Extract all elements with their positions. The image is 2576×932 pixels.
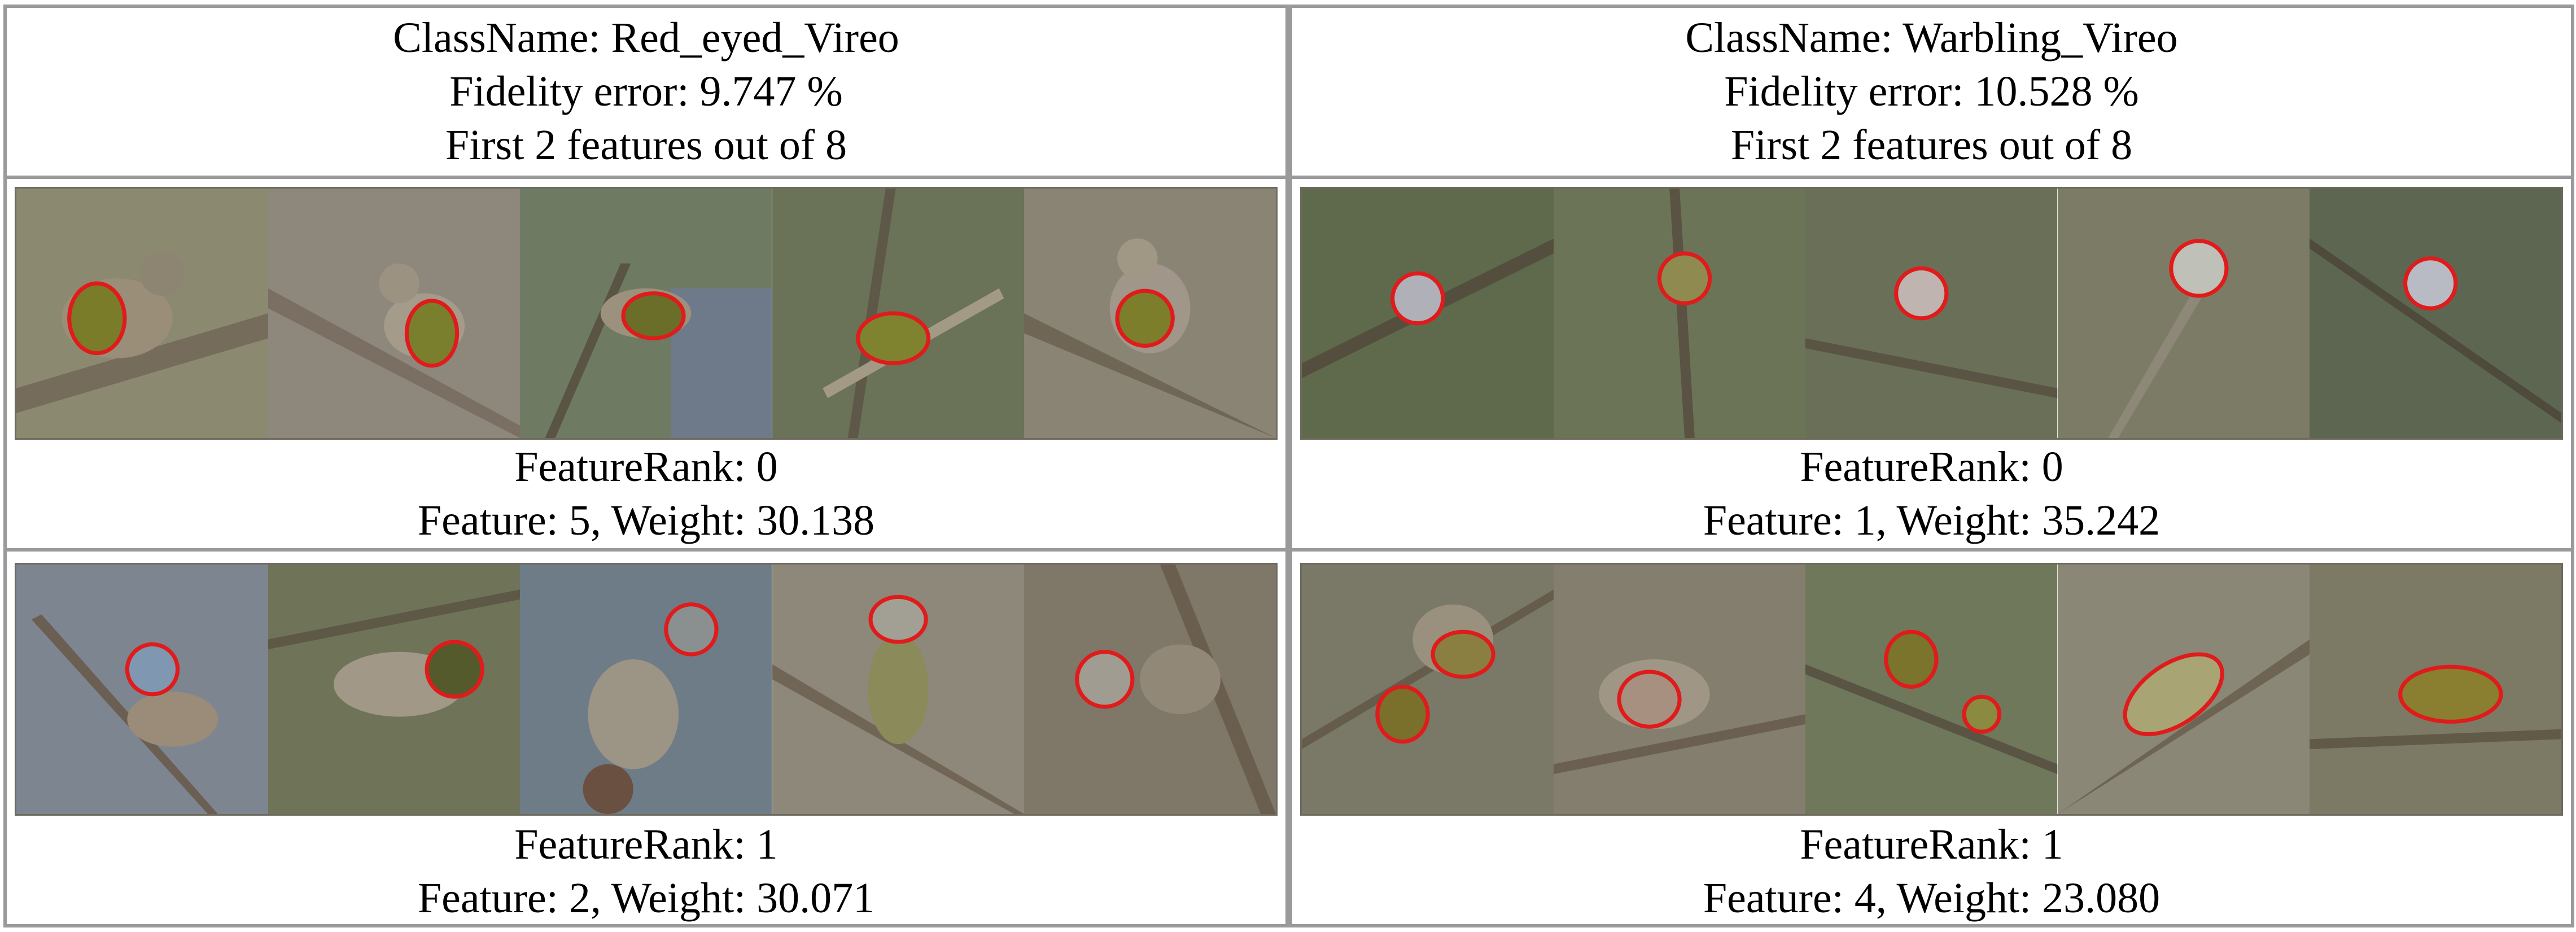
bird-photo-tile [1302,189,1554,438]
class-panel-red-eyed-vireo: ClassName: Red_eyed_Vireo Fidelity error… [3,5,1289,927]
feature-region-outline [2403,256,2458,310]
bird-photo-tile [268,565,521,814]
feature-region-outline [1894,266,1949,321]
feature-region-outline [855,311,930,365]
image-strip [1300,563,2563,816]
fidelity-error-label: Fidelity error: 9.747 % [449,68,843,115]
feature-weight-label: Feature: 4, Weight: 23.080 [1703,874,2160,922]
bird-photo-tile [268,189,521,438]
feature-rank-label: FeatureRank: 0 [514,443,778,491]
feature-region-outline [1962,694,2002,734]
feature-weight-label: Feature: 1, Weight: 35.242 [1703,497,2160,544]
bird-photo-tile [1805,189,2058,438]
bird-photo-tile [772,189,1024,438]
feature-row-rank-0: FeatureRank: 0 Feature: 5, Weight: 30.13… [7,179,1285,552]
feature-caption: FeatureRank: 0 Feature: 5, Weight: 30.13… [7,440,1285,548]
feature-weight-label: Feature: 2, Weight: 30.071 [417,874,875,922]
feature-caption: FeatureRank: 1 Feature: 4, Weight: 23.08… [1292,816,2571,927]
image-strip [15,563,1278,816]
feature-region-outline [1617,670,1682,729]
feature-region-outline [425,640,485,699]
feature-rank-label: FeatureRank: 0 [1800,443,2063,491]
bird-photo-tile [1302,565,1554,814]
feature-caption: FeatureRank: 0 Feature: 1, Weight: 35.24… [1292,440,2571,548]
bird-photo-tile [1024,189,1276,438]
bird-photo-tile [16,565,269,814]
feature-region-outline [868,594,928,644]
features-count-label: First 2 features out of 8 [1730,121,2133,169]
feature-row-rank-1: FeatureRank: 1 Feature: 4, Weight: 23.08… [1292,555,2571,927]
bird-photo-tile [1805,565,2058,814]
image-strip [15,187,1278,440]
feature-region-outline [1375,685,1430,744]
bird-photo-tile [520,565,772,814]
feature-row-rank-0: FeatureRank: 0 Feature: 1, Weight: 35.24… [1292,179,2571,552]
feature-region-outline [2168,239,2229,298]
feature-row-rank-1: FeatureRank: 1 Feature: 2, Weight: 30.07… [7,555,1285,927]
panel-header: ClassName: Warbling_Vireo Fidelity error… [1292,8,2571,179]
feature-region-outline [1884,629,1939,689]
class-name-label: ClassName: Warbling_Vireo [1685,14,2178,62]
bird-photo-tile [1554,189,1806,438]
features-count-label: First 2 features out of 8 [445,121,847,169]
fidelity-error-label: Fidelity error: 10.528 % [1724,68,2139,115]
feature-region-outline [125,642,180,697]
image-strip [1300,187,2563,440]
feature-region-outline [67,281,127,356]
panel-header: ClassName: Red_eyed_Vireo Fidelity error… [7,8,1285,179]
bird-photo-tile [2057,565,2310,814]
feature-region-outline [1115,288,1175,348]
feature-region-outline [2123,652,2224,737]
feature-rank-label: FeatureRank: 1 [1800,821,2063,868]
feature-rank-label: FeatureRank: 1 [514,821,778,868]
feature-region-outline [621,291,686,340]
bird-photo-tile [520,189,772,438]
feature-region-outline [405,299,460,368]
class-panel-warbling-vireo: ClassName: Warbling_Vireo Fidelity error… [1289,5,2574,927]
bird-photo-tile [1024,565,1276,814]
feature-region-outline [1431,629,1495,679]
feature-region-outline [2398,664,2503,724]
bird-photo-tile [2309,565,2561,814]
bird-photo-tile [2309,189,2561,438]
feature-region-outline [1390,271,1445,326]
bird-photo-tile [16,189,269,438]
feature-region-outline [1074,650,1135,709]
bird-photo-tile [1554,565,1806,814]
feature-caption: FeatureRank: 1 Feature: 2, Weight: 30.07… [7,816,1285,927]
feature-weight-label: Feature: 5, Weight: 30.138 [417,497,875,544]
feature-region-outline [664,602,719,657]
bird-photo-tile [2057,189,2310,438]
bird-photo-tile [772,565,1024,814]
class-name-label: ClassName: Red_eyed_Vireo [393,14,899,62]
feature-region-outline [1657,251,1712,305]
